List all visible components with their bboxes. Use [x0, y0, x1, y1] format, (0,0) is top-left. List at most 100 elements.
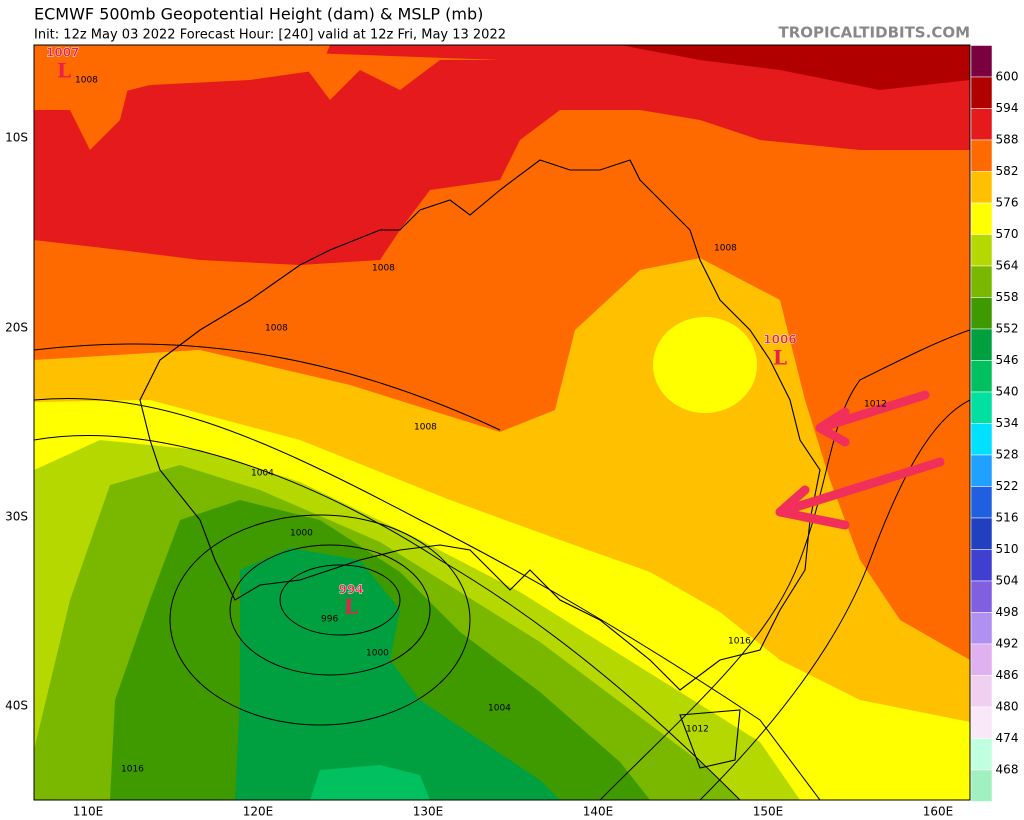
isobar-label: 996	[321, 615, 338, 625]
isobar-label: 1000	[366, 649, 389, 659]
colorbar-swatch	[970, 643, 993, 676]
colorbar-label: 510	[996, 542, 1019, 556]
isobar-label: 1016	[121, 765, 144, 775]
low-pressure: 1007	[46, 46, 79, 60]
colorbar-label: 564	[996, 259, 1019, 273]
field-540	[310, 765, 430, 800]
colorbar-label: 504	[996, 574, 1019, 588]
colorbar-label: 546	[996, 353, 1019, 367]
lon-label: 160E	[923, 805, 954, 819]
contour	[34, 435, 741, 800]
contour	[34, 398, 821, 800]
contour	[229, 544, 431, 676]
isobar-label: 1016	[728, 637, 751, 647]
lon-label: 110E	[73, 805, 104, 819]
colorbar-label: 534	[996, 416, 1019, 430]
subtitle: Init: 12z May 03 2022 Forecast Hour: [24…	[34, 28, 506, 43]
colorbar-swatch	[970, 612, 993, 645]
isobar-label: 1000	[290, 529, 313, 539]
colorbar-swatch	[970, 76, 993, 109]
low-symbol: L	[773, 346, 787, 370]
colorbar-label: 570	[996, 227, 1019, 241]
isobar-label: 1012	[864, 400, 887, 410]
colorbar-label: 498	[996, 605, 1019, 619]
colorbar-swatch	[970, 297, 993, 330]
field-546	[235, 548, 560, 800]
lon-labels: 110E 120E 130E 140E 150E 160E	[73, 805, 954, 819]
lat-label: 40S	[5, 699, 28, 713]
isobar-label: 1008	[414, 423, 437, 433]
colorbar-label: 516	[996, 511, 1019, 525]
colorbar-swatch	[970, 486, 993, 519]
low-symbol: L	[57, 59, 71, 83]
colorbar-label: 576	[996, 196, 1019, 210]
lat-labels: 10S 20S 30S 40S	[5, 131, 28, 713]
contour	[279, 564, 401, 636]
colorbar-swatch	[970, 517, 993, 550]
field-594	[620, 45, 970, 90]
colorbar-label: 492	[996, 637, 1019, 651]
colorbar-swatch	[970, 234, 993, 267]
colorbar-label: 486	[996, 668, 1019, 682]
lon-label: 150E	[753, 805, 784, 819]
colorbar-label: 474	[996, 731, 1019, 745]
colorbar-label: 480	[996, 700, 1019, 714]
colorbar: 600 594 588 582 576 570 564 558 552 546 540 534 528 5…	[970, 45, 1019, 802]
coastline	[139, 159, 821, 691]
isobar-label: 1008	[372, 264, 395, 274]
title: ECMWF 500mb Geopotential Height (dam) & …	[34, 5, 483, 24]
lat-label: 10S	[5, 131, 28, 145]
low-pressure: 1006	[763, 333, 796, 347]
colorbar-swatch	[970, 328, 993, 361]
colorbar-swatch	[970, 769, 993, 802]
colorbar-label: 522	[996, 479, 1019, 493]
colorbar-label: 552	[996, 322, 1019, 336]
colorbar-swatch	[970, 706, 993, 739]
colorbar-swatch	[970, 423, 993, 456]
field-570-blob	[653, 317, 757, 413]
colorbar-swatch	[970, 108, 993, 141]
colorbar-label: 582	[996, 164, 1019, 178]
lon-label: 140E	[583, 805, 614, 819]
contour	[699, 399, 970, 800]
arrows	[775, 390, 945, 530]
colorbar-swatch	[970, 549, 993, 582]
colorbar-label: 540	[996, 385, 1019, 399]
colorbar-swatch	[970, 391, 993, 424]
colorbar-label: 600	[996, 70, 1019, 84]
field-588	[34, 45, 970, 265]
low-symbol: L	[344, 595, 358, 619]
colorbar-swatch	[970, 45, 993, 78]
isobar-label: 1008	[714, 244, 737, 254]
tasmania	[679, 709, 741, 769]
colorbar-label: 594	[996, 101, 1019, 115]
colorbar-swatch	[970, 675, 993, 708]
annotation-arrow	[775, 457, 945, 530]
isobar-label: 1012	[686, 725, 709, 735]
lon-label: 120E	[243, 805, 274, 819]
colorbar-swatch	[970, 139, 993, 172]
low-pressure: 994	[338, 583, 363, 597]
lat-label: 20S	[5, 321, 28, 335]
lat-label: 30S	[5, 510, 28, 524]
lows: 1007 L 1006 L 994 L	[46, 45, 797, 619]
map-frame	[33, 44, 971, 801]
lon-label: 130E	[413, 805, 444, 819]
colorbar-swatch	[970, 265, 993, 298]
colorbar-swatch	[970, 171, 993, 204]
colorbar-swatch	[970, 738, 993, 771]
contour	[169, 514, 471, 726]
pressure-labels: 1008 1008 1008 1008 1008 1004 1000 996 1…	[75, 76, 887, 775]
colorbar-swatch	[970, 202, 993, 235]
isobar-label: 1008	[75, 76, 98, 86]
colorbar-swatch	[970, 360, 993, 393]
colorbar-label: 558	[996, 290, 1019, 304]
isobar-label: 1004	[251, 469, 274, 479]
isobar-label: 1008	[265, 324, 288, 334]
colorbar-label: 528	[996, 448, 1019, 462]
isobar-label: 1004	[488, 704, 511, 714]
map-field	[33, 44, 971, 801]
colorbar-label: 468	[996, 763, 1019, 777]
